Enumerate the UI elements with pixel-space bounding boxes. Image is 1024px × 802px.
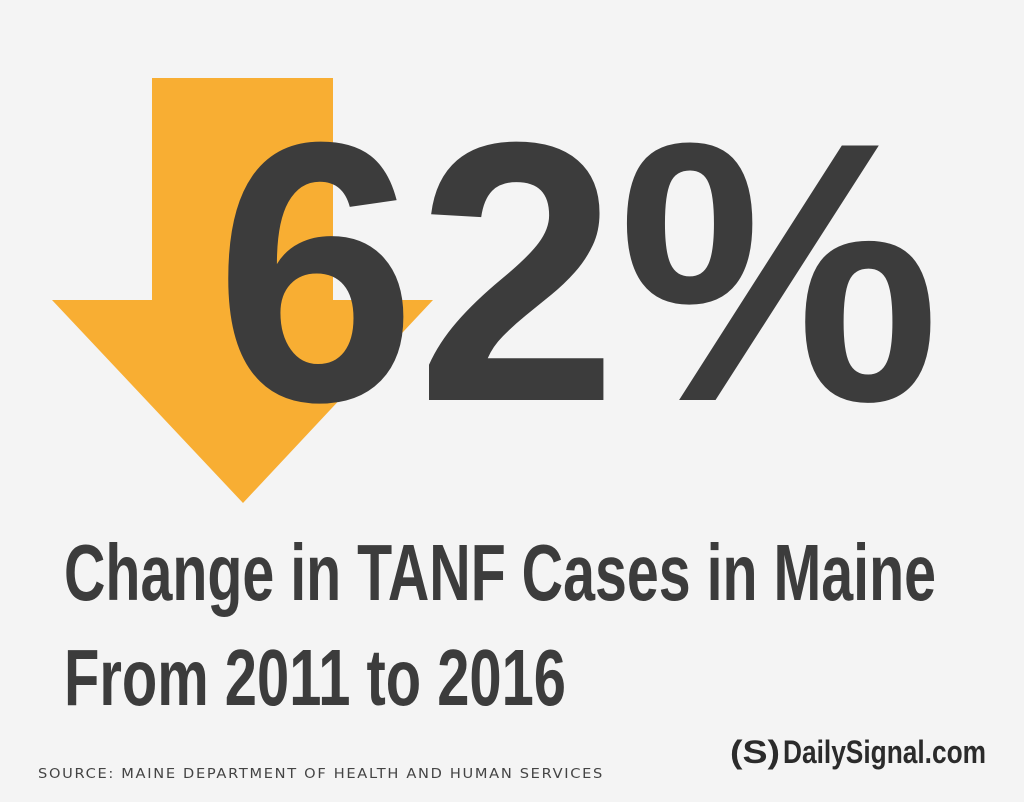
logo-text: DailySignal.com xyxy=(783,734,986,770)
source: SOURCE: MAINE DEPARTMENT OF HEALTH AND H… xyxy=(38,767,604,782)
subtitle-line: From 2011 to 2016 xyxy=(64,633,566,722)
down-arrow xyxy=(52,78,433,503)
logo-mark: (S) xyxy=(730,734,780,770)
headline: 62% xyxy=(215,66,940,479)
subtitle-line: Change in TANF Cases in Maine xyxy=(64,528,936,617)
